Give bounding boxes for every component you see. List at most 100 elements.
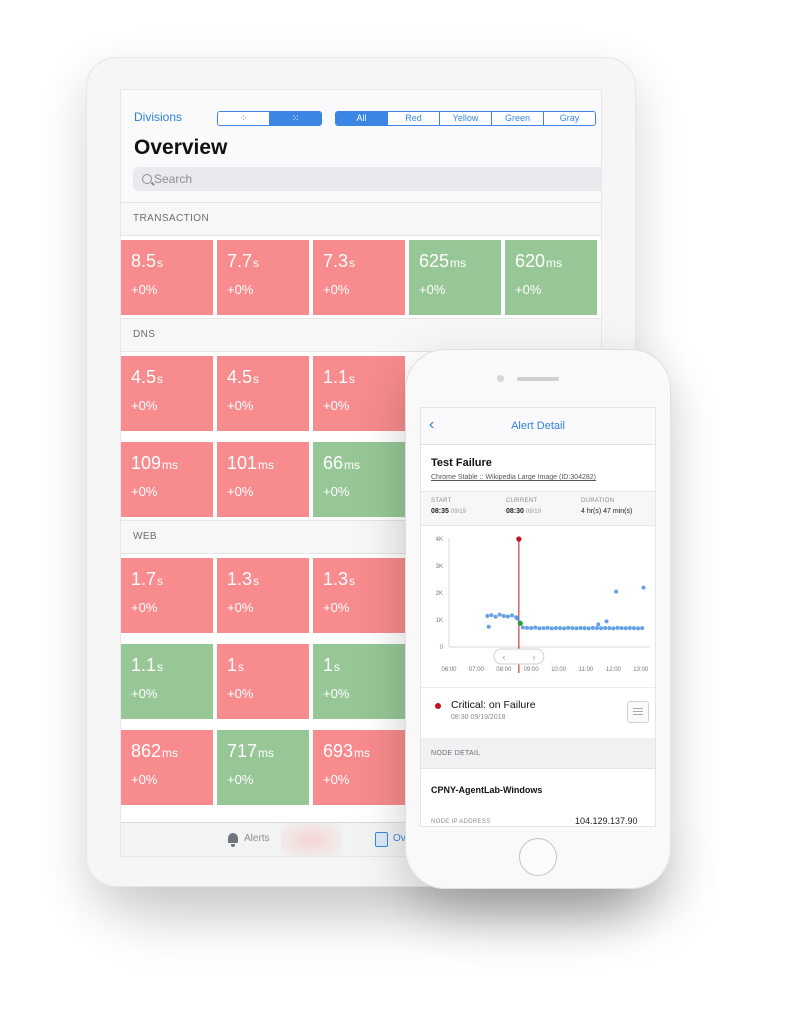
data-point (537, 626, 542, 631)
metric-change: +0% (323, 398, 350, 413)
metric-value: 8.5s (131, 251, 163, 272)
filter-yellow[interactable]: Yellow (439, 112, 491, 125)
tablet-screen: Divisions ⁘ ⁙ All Red Yellow Green Gray Over… (121, 90, 601, 856)
large-grid-button[interactable]: ⁙ (269, 112, 321, 125)
tab-overview[interactable]: Ov (393, 833, 406, 844)
section-label: WEB (133, 531, 157, 542)
data-point (578, 625, 583, 630)
x-tick-label: 13:00 (633, 667, 649, 673)
search-input[interactable]: Search (133, 167, 601, 191)
metric-change: +0% (131, 398, 158, 413)
list-line (633, 708, 643, 709)
metric-tile[interactable]: 7.3s +0% (313, 240, 405, 315)
metric-tile[interactable]: 109ms +0% (121, 442, 213, 517)
scrub-right-icon: › (532, 652, 535, 662)
metric-number: 625 (419, 251, 450, 271)
metric-tile[interactable]: 66ms +0% (313, 442, 405, 517)
list-icon[interactable] (627, 701, 649, 723)
metric-unit: ms (546, 256, 563, 270)
phone-device: ‹ Alert Detail Test Failure Chrome Stabl… (405, 349, 671, 889)
metric-tile[interactable]: 101ms +0% (217, 442, 309, 517)
metric-tile[interactable]: 693ms +0% (313, 730, 405, 805)
metric-tile[interactable]: 620ms +0% (505, 240, 597, 315)
start-time: 08:35 (431, 508, 449, 515)
data-point (515, 616, 520, 621)
metric-tile[interactable]: 1.7s +0% (121, 558, 213, 633)
metric-tile[interactable]: 1.1s +0% (121, 644, 213, 719)
metric-tile[interactable]: 7.7s +0% (217, 240, 309, 315)
metric-value: 4.5s (227, 367, 259, 388)
metric-tile[interactable]: 1s +0% (217, 644, 309, 719)
metric-change: +0% (515, 282, 542, 297)
status-filter[interactable]: All Red Yellow Green Gray (335, 111, 596, 126)
data-point (549, 626, 554, 631)
metric-number: 4.5 (131, 367, 157, 387)
data-point (599, 626, 604, 631)
alert-title: Critical: on Failure (451, 699, 536, 711)
metric-change: +0% (227, 282, 254, 297)
overview-icon[interactable] (375, 832, 388, 847)
search-icon (142, 174, 152, 184)
tab-alerts[interactable]: Alerts (244, 833, 270, 844)
y-tick-label: 2K (436, 591, 443, 597)
metric-change: +0% (323, 484, 350, 499)
metric-tile[interactable]: 862ms +0% (121, 730, 213, 805)
data-point (582, 626, 587, 631)
current-value: 08:30 09/19 (506, 508, 541, 515)
metric-change: +0% (323, 772, 350, 787)
metric-number: 1.1 (323, 367, 349, 387)
small-grid-button[interactable]: ⁘ (218, 112, 269, 125)
data-point (640, 626, 645, 631)
node-ip-value: 104.129.137.90 (575, 816, 638, 826)
alert-row[interactable]: Critical: on Failure 08:30 09/19/2018 (421, 687, 655, 739)
data-point (566, 625, 571, 630)
y-tick-label: 3K (436, 564, 443, 570)
metric-tile[interactable]: 4.5s +0% (121, 356, 213, 431)
overview-header: Divisions ⁘ ⁙ All Red Yellow Green Gray Over… (121, 90, 601, 211)
test-link[interactable]: Chrome Stable :: Wikipedia Large Image (… (431, 474, 596, 481)
bell-icon[interactable] (228, 833, 238, 847)
data-point (570, 626, 575, 631)
alert-point (516, 536, 522, 542)
metric-unit: s (253, 574, 260, 588)
metric-tile[interactable]: 625ms +0% (409, 240, 501, 315)
metric-tile[interactable]: 717ms +0% (217, 730, 309, 805)
node-detail-label: NODE DETAIL (431, 750, 481, 757)
metric-unit: ms (162, 458, 179, 472)
metric-number: 1.1 (131, 655, 157, 675)
alert-time: 08:30 09/19/2018 (451, 714, 506, 721)
section-label: DNS (133, 329, 156, 340)
tab-glow (281, 823, 341, 856)
y-tick-label: 0 (440, 645, 444, 651)
data-point (545, 625, 550, 630)
test-title: Test Failure (431, 457, 492, 469)
response-time-chart[interactable]: 0 1K 2K 3K 4K 06:00 07:00 08:00 09:00 10:00 11:00 1… (421, 526, 655, 686)
metric-tile[interactable]: 1.3s +0% (217, 558, 309, 633)
metric-tile[interactable]: 4.5s +0% (217, 356, 309, 431)
start-label: START (431, 498, 452, 504)
metric-change: +0% (323, 686, 350, 701)
filter-gray[interactable]: Gray (543, 112, 595, 125)
x-tick-label: 06:00 (441, 667, 457, 673)
current-label: CURRENT (506, 498, 538, 504)
metric-tile[interactable]: 1s +0% (313, 644, 405, 719)
metric-tile[interactable]: 1.3s +0% (313, 558, 405, 633)
view-mode-toggle[interactable]: ⁘ ⁙ (217, 111, 322, 126)
data-point (607, 626, 612, 631)
speaker (517, 377, 559, 381)
data-point (485, 613, 490, 618)
metric-value: 693ms (323, 741, 370, 762)
data-point (520, 625, 525, 630)
chevron-left-icon[interactable]: ‹ (429, 416, 435, 433)
filter-red[interactable]: Red (387, 112, 439, 125)
section-header: TRANSACTION (121, 202, 601, 236)
filter-green[interactable]: Green (491, 112, 543, 125)
filter-all[interactable]: All (336, 112, 387, 125)
y-tick-label: 1K (436, 618, 443, 624)
metric-unit: s (253, 256, 260, 270)
metric-tile[interactable]: 1.1s +0% (313, 356, 405, 431)
divisions-button[interactable]: Divisions (134, 110, 183, 124)
home-button[interactable] (519, 838, 557, 876)
metric-tile[interactable]: 8.5s +0% (121, 240, 213, 315)
metric-value: 1.1s (131, 655, 163, 676)
